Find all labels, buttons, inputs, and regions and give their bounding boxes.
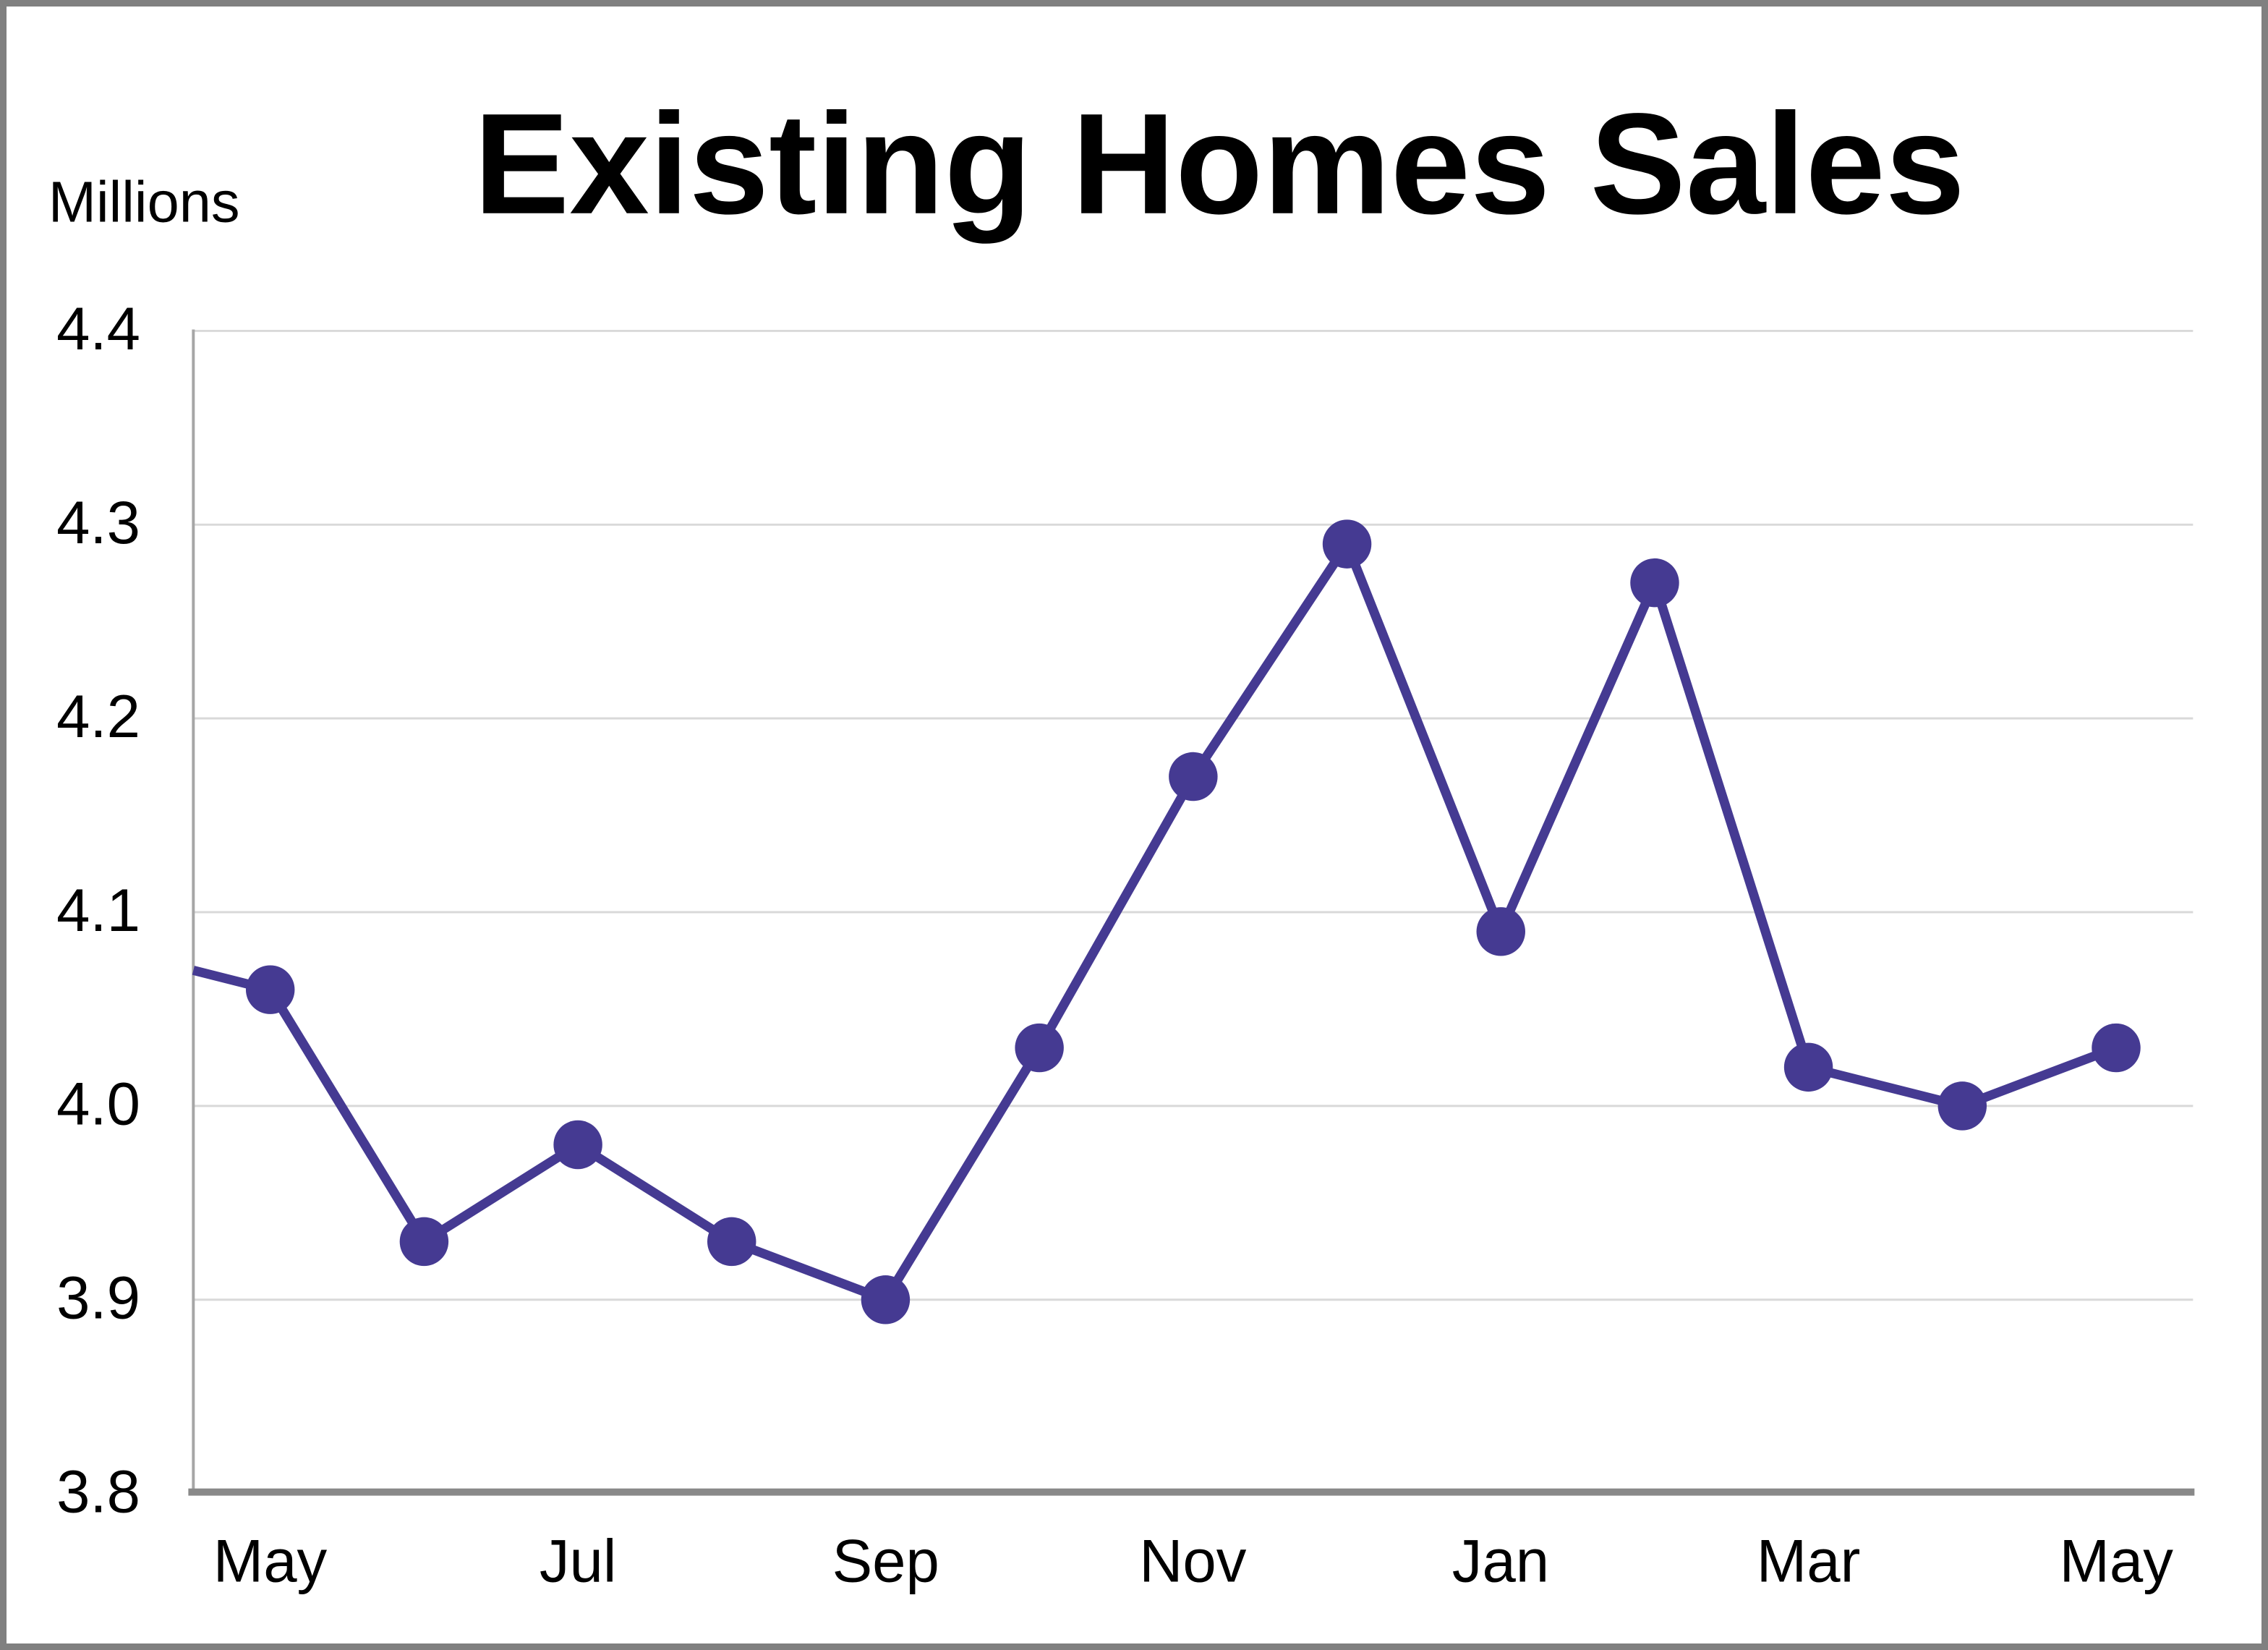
series-markers xyxy=(245,519,2141,1324)
x-axis-line xyxy=(188,1488,2195,1496)
data-point-oct-5 xyxy=(1015,1023,1064,1073)
x-tick-label: Nov xyxy=(1139,1528,1247,1595)
y-axis-unit-label: Millions xyxy=(48,170,240,234)
y-tick-label: 3.9 xyxy=(56,1264,140,1332)
x-tick-label: May xyxy=(2059,1528,2173,1595)
data-point-nov-6 xyxy=(1169,752,1218,801)
y-tick-labels: 4.4 4.3 4.2 4.1 4.0 3.9 3.8 xyxy=(56,295,140,1525)
x-tick-label: Mar xyxy=(1757,1528,1861,1595)
x-tick-label: Jan xyxy=(1452,1528,1549,1595)
x-tick-label: May xyxy=(213,1528,328,1595)
x-tick-labels: May Jul Sep Nov Jan Mar May xyxy=(213,1528,2173,1595)
y-tick-label: 4.0 xyxy=(56,1071,140,1138)
y-tick-label: 4.4 xyxy=(56,295,140,362)
line-chart: Existing Homes Sales Millions 4.4 4.3 4.… xyxy=(48,84,2195,1595)
data-point-feb-9 xyxy=(1630,558,1679,608)
y-tick-label: 4.3 xyxy=(56,489,140,556)
data-point-may-12 xyxy=(2092,1023,2141,1073)
y-tick-label: 4.2 xyxy=(56,683,140,750)
data-point-jul-2 xyxy=(553,1120,602,1170)
data-point-jan-8 xyxy=(1476,907,1525,956)
x-tick-label: Sep xyxy=(832,1528,939,1595)
data-point-mar-10 xyxy=(1783,1042,1833,1092)
data-point-dec-7 xyxy=(1322,519,1372,569)
data-point-jun-1 xyxy=(399,1217,449,1267)
data-point-sep-4 xyxy=(861,1275,911,1324)
y-tick-label: 4.1 xyxy=(56,877,140,944)
data-point-apr-11 xyxy=(1937,1081,1987,1131)
x-tick-label: Jul xyxy=(540,1528,617,1595)
y-tick-label: 3.8 xyxy=(56,1458,140,1525)
data-point-aug-3 xyxy=(707,1217,756,1267)
chart-title: Existing Homes Sales xyxy=(474,84,1965,244)
gridlines xyxy=(193,329,2194,1301)
data-point-may-0 xyxy=(245,965,295,1014)
series-line xyxy=(192,534,2118,1306)
